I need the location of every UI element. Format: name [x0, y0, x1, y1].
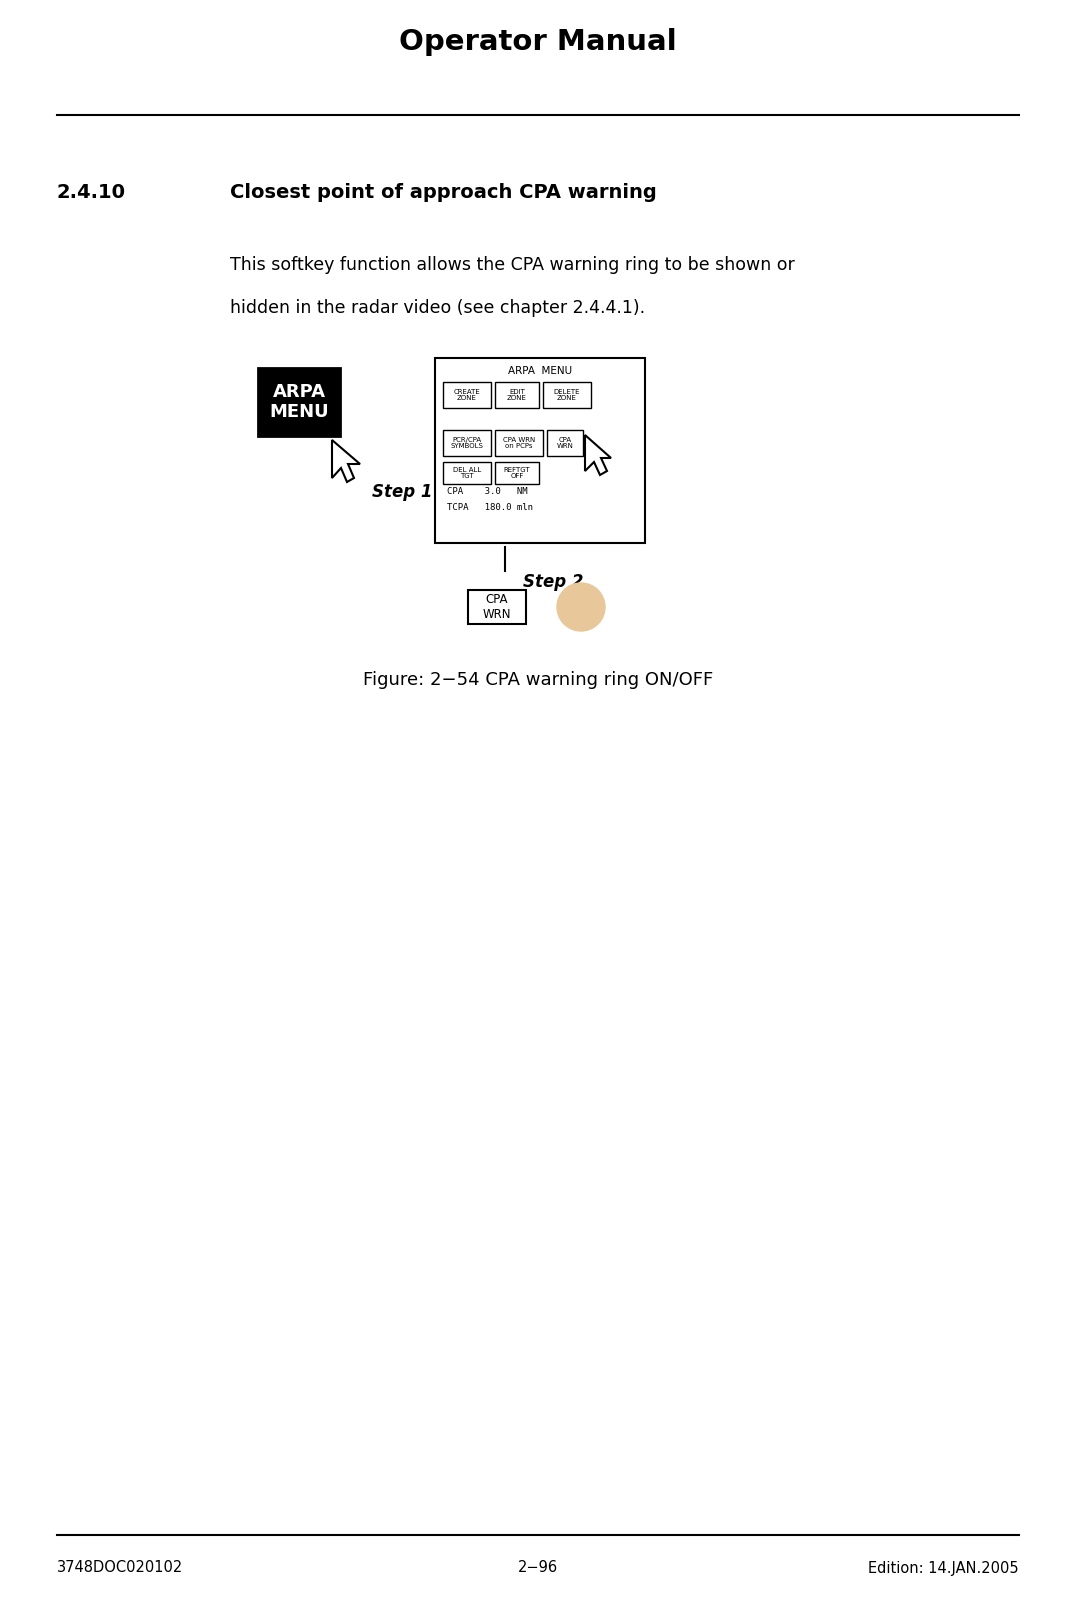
- Text: 2.4.10: 2.4.10: [57, 182, 126, 201]
- Text: Step 1: Step 1: [372, 482, 433, 501]
- Text: Closest point of approach CPA warning: Closest point of approach CPA warning: [230, 182, 656, 201]
- Polygon shape: [332, 441, 360, 482]
- Text: Operator Manual: Operator Manual: [399, 29, 677, 56]
- Bar: [495, 382, 539, 407]
- Text: CPA
WRN: CPA WRN: [556, 436, 574, 449]
- Bar: [443, 462, 491, 484]
- Text: CPA    3.0   NM: CPA 3.0 NM: [447, 487, 527, 497]
- Text: CREATE
ZONE: CREATE ZONE: [454, 388, 480, 401]
- Circle shape: [557, 583, 605, 631]
- Text: 2−96: 2−96: [518, 1560, 558, 1576]
- Text: 3748DOC020102: 3748DOC020102: [57, 1560, 183, 1576]
- Bar: [443, 382, 491, 407]
- Text: CPA WRN
on PCPs: CPA WRN on PCPs: [502, 436, 535, 449]
- Text: REFTGT
OFF: REFTGT OFF: [504, 466, 530, 479]
- Text: ARPA
MENU: ARPA MENU: [269, 383, 329, 422]
- Text: Figure: 2−54 CPA warning ring ON/OFF: Figure: 2−54 CPA warning ring ON/OFF: [363, 671, 713, 688]
- Bar: [543, 382, 591, 407]
- Text: PCR/CPA
SYMBOLS: PCR/CPA SYMBOLS: [451, 436, 483, 449]
- Bar: [495, 462, 539, 484]
- Text: DEL ALL
TGT: DEL ALL TGT: [453, 466, 481, 479]
- Polygon shape: [585, 434, 611, 474]
- Bar: [443, 430, 491, 457]
- Bar: [495, 430, 543, 457]
- Bar: [468, 589, 526, 624]
- Text: DELETE
ZONE: DELETE ZONE: [554, 388, 580, 401]
- Bar: [258, 367, 340, 436]
- Text: Edition: 14.JAN.2005: Edition: 14.JAN.2005: [868, 1560, 1019, 1576]
- Text: Step 2: Step 2: [523, 573, 583, 591]
- Text: This softkey function allows the CPA warning ring to be shown or: This softkey function allows the CPA war…: [230, 256, 795, 275]
- Text: TCPA   180.0 mln: TCPA 180.0 mln: [447, 503, 533, 511]
- Text: hidden in the radar video (see chapter 2.4.4.1).: hidden in the radar video (see chapter 2…: [230, 299, 646, 316]
- Text: CPA
WRN: CPA WRN: [483, 592, 511, 621]
- Bar: [435, 358, 645, 543]
- Text: EDIT
ZONE: EDIT ZONE: [507, 388, 527, 401]
- Text: ARPA  MENU: ARPA MENU: [508, 366, 572, 375]
- Bar: [547, 430, 583, 457]
